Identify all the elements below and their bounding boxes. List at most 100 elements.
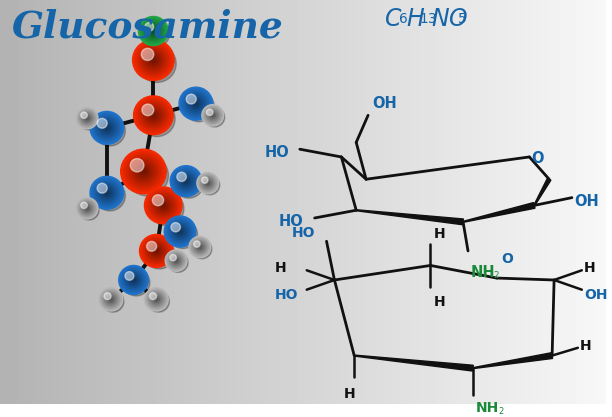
Text: $\mathit{_5}$: $\mathit{_5}$ [457,7,467,26]
Circle shape [121,267,146,293]
Circle shape [80,202,94,215]
Circle shape [164,216,196,247]
Circle shape [210,113,215,118]
Circle shape [197,244,203,250]
Circle shape [204,108,225,127]
Circle shape [171,255,182,266]
Circle shape [146,53,161,68]
Circle shape [168,220,192,243]
Polygon shape [473,353,553,369]
Circle shape [108,296,114,302]
Circle shape [200,175,220,195]
Circle shape [99,185,115,201]
Text: $\mathit{NO}$: $\mathit{NO}$ [431,7,469,31]
Circle shape [144,239,175,269]
Circle shape [154,296,159,302]
Circle shape [122,269,144,291]
Circle shape [105,126,109,130]
Circle shape [103,188,111,197]
Circle shape [177,172,186,181]
Circle shape [203,106,222,125]
Circle shape [202,105,223,126]
Polygon shape [354,355,473,371]
Circle shape [149,292,164,306]
Circle shape [121,149,166,194]
Circle shape [198,246,201,249]
Circle shape [132,161,155,183]
Circle shape [166,251,185,270]
Text: H: H [580,339,591,353]
Circle shape [140,48,166,73]
Circle shape [151,294,162,305]
Text: $\mathit{_{13}}$: $\mathit{_{13}}$ [419,7,437,26]
Circle shape [192,100,200,108]
Circle shape [172,256,180,265]
Circle shape [176,228,184,236]
Text: O: O [531,151,543,166]
Circle shape [147,241,157,251]
Circle shape [144,22,163,40]
Polygon shape [356,210,463,225]
Circle shape [136,98,171,132]
Text: $\mathit{_6}$: $\mathit{_6}$ [398,7,408,26]
Circle shape [146,108,161,123]
Circle shape [138,45,176,83]
Circle shape [97,118,107,128]
Text: HO: HO [292,226,315,241]
Circle shape [79,201,99,220]
Text: $\mathit{C}$: $\mathit{C}$ [384,7,402,31]
Polygon shape [463,203,535,222]
Circle shape [138,45,169,75]
Circle shape [186,94,196,104]
Circle shape [192,239,208,255]
Text: H: H [584,261,595,275]
Circle shape [96,118,118,138]
Circle shape [185,93,206,114]
Circle shape [81,203,92,214]
Circle shape [78,199,97,218]
Circle shape [92,178,122,207]
Circle shape [165,250,187,271]
Circle shape [207,110,218,121]
Circle shape [198,174,217,192]
Text: HO: HO [275,289,299,302]
Circle shape [178,230,182,234]
Circle shape [76,108,98,129]
Circle shape [154,196,173,215]
Circle shape [152,194,175,217]
Circle shape [147,189,180,221]
Circle shape [148,25,159,36]
Circle shape [193,241,200,247]
Circle shape [174,170,198,193]
Circle shape [142,104,154,116]
Circle shape [81,113,92,123]
Circle shape [133,40,174,80]
Circle shape [152,295,161,304]
Circle shape [104,293,111,299]
Circle shape [81,202,88,208]
Circle shape [79,110,95,126]
Circle shape [135,42,171,78]
Circle shape [106,295,115,304]
Circle shape [141,169,146,174]
Circle shape [86,117,88,120]
Text: OH: OH [584,289,607,302]
Circle shape [184,91,209,116]
Circle shape [147,291,170,312]
Circle shape [204,107,221,123]
Text: H: H [433,227,445,241]
Circle shape [133,96,173,135]
Circle shape [206,109,213,116]
Circle shape [143,50,164,70]
Circle shape [142,20,165,42]
Circle shape [195,242,205,252]
Text: Glucosamine: Glucosamine [12,9,283,46]
Circle shape [187,95,204,112]
Text: NH: NH [471,266,496,281]
Circle shape [203,178,213,188]
Text: H: H [275,261,286,275]
Text: $_2$: $_2$ [493,269,499,281]
Circle shape [143,20,170,47]
Circle shape [132,278,135,282]
Circle shape [128,274,139,286]
